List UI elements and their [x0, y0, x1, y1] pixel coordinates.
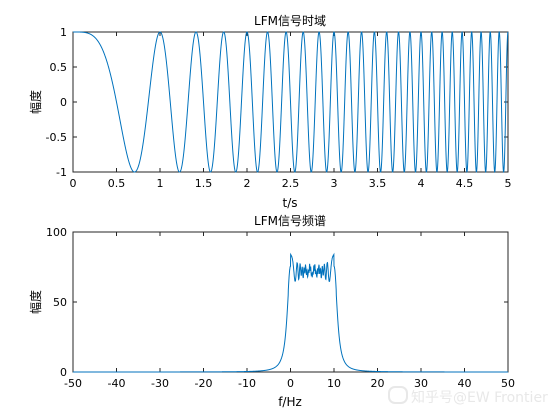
- spectrum-plot-box: [72, 231, 509, 373]
- time-domain-xlabel: t/s: [283, 196, 298, 210]
- time-domain-xtick-label: 1: [157, 177, 164, 190]
- spectrum-title: LFM信号频谱: [254, 214, 326, 228]
- time-domain-ytick-label: 0.5: [50, 61, 68, 74]
- time-domain-ytick-label: -1: [56, 166, 67, 179]
- time-domain-xtick-label: 5: [505, 177, 512, 190]
- spectrum-xtick-label: -30: [151, 377, 169, 390]
- spectrum-xtick-label: -10: [238, 377, 256, 390]
- time-domain-xtick-label: 1.5: [195, 177, 213, 190]
- time-domain-ytick-label: 0: [60, 96, 67, 109]
- spectrum-axes: LFM信号频谱 -50 -40 -30 -20 -10 0 10 20 30 40 50 0 50 100…: [28, 214, 515, 409]
- spectrum-xtick-label: 0: [287, 377, 294, 390]
- spectrum-xtick-label: 50: [501, 377, 515, 390]
- spectrum-xtick-label: -50: [64, 377, 82, 390]
- wechat-logo-icon: [388, 386, 408, 404]
- time-domain-xtick-label: 4.5: [456, 177, 474, 190]
- time-domain-xtick-label: 2.5: [282, 177, 300, 190]
- spectrum-xtick-label: 40: [458, 377, 472, 390]
- spectrum-ytick-label: 50: [53, 296, 67, 309]
- spectrum-xtick-label: 20: [371, 377, 385, 390]
- time-domain-xtick-label: 3: [331, 177, 338, 190]
- time-domain-xtick-label: 0.5: [108, 177, 126, 190]
- time-domain-xtick-label: 3.5: [369, 177, 387, 190]
- spectrum-xtick-label: 30: [414, 377, 428, 390]
- time-domain-xtick-label: 2: [244, 177, 251, 190]
- time-domain-title: LFM信号时域: [254, 14, 326, 28]
- time-domain-ticks: 0 0.5 1 1.5 2 2.5 3 3.5 4 4.5 5 -1 -0.5 0 0.5 1: [46, 26, 512, 190]
- spectrum-ylabel: 幅度: [28, 290, 43, 314]
- time-domain-ytick-label: 1: [60, 26, 67, 39]
- time-domain-ytick-label: -0.5: [46, 131, 67, 144]
- spectrum-xtick-label: -40: [108, 377, 126, 390]
- time-domain-xtick-label: 0: [70, 177, 77, 190]
- time-domain-axes: LFM信号时域 0 0.5 1 1.5 2 2.5 3 3.5 4 4.5 5 -1 -0.5 0 0.5 1…: [28, 14, 512, 210]
- spectrum-ytick-label: 100: [46, 226, 67, 239]
- time-domain-series-line: [73, 31, 509, 174]
- spectrum-xtick-label: -20: [195, 377, 213, 390]
- spectrum-ticks: -50 -40 -30 -20 -10 0 10 20 30 40 50 0 50 100: [46, 226, 515, 390]
- spectrum-ytick-label: 0: [60, 366, 67, 379]
- time-domain-xtick-label: 4: [418, 177, 425, 190]
- watermark: 知乎号@EW Frontier: [388, 386, 548, 407]
- time-domain-ylabel: 幅度: [28, 90, 43, 114]
- spectrum-xtick-label: 10: [327, 377, 341, 390]
- spectrum-xlabel: f/Hz: [278, 395, 302, 409]
- watermark-text: 知乎号@EW Frontier: [411, 390, 548, 406]
- spectrum-series-line: [73, 252, 508, 373]
